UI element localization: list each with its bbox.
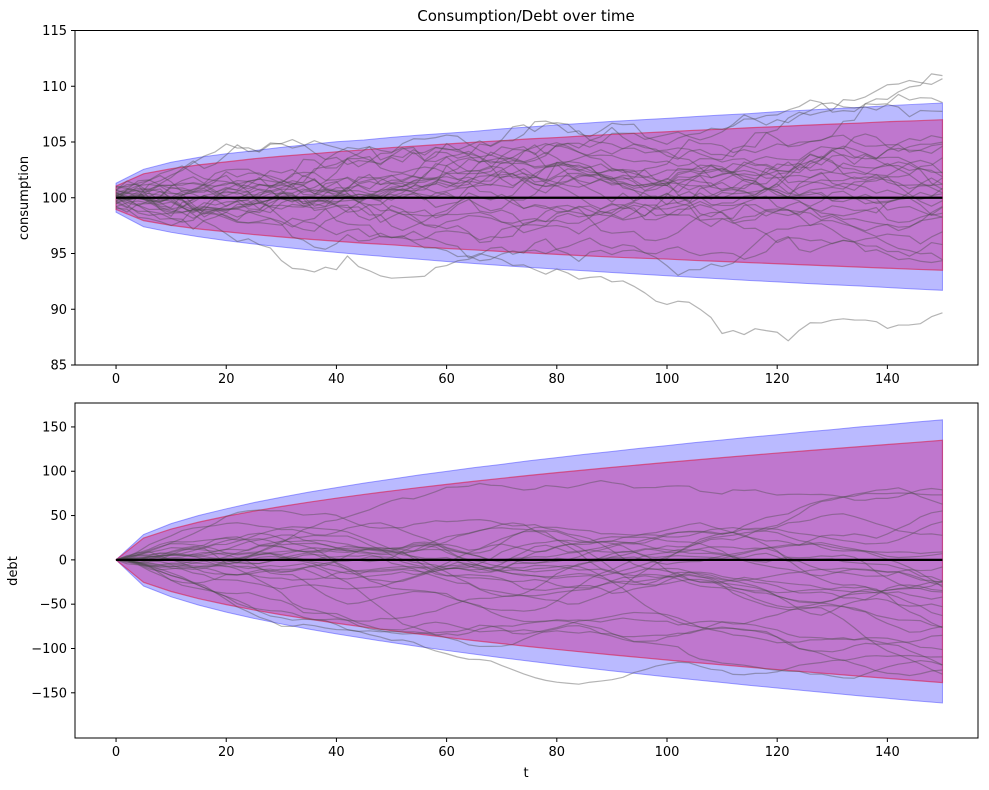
sample-path <box>115 155 943 218</box>
sample-path <box>116 544 943 584</box>
sample-path <box>116 559 943 662</box>
sample-path <box>115 162 943 230</box>
x-tick-label: 100 <box>655 372 680 387</box>
sample-path <box>116 509 943 582</box>
sample-path <box>115 138 943 209</box>
sample-path <box>116 157 943 217</box>
sample-path <box>115 171 943 217</box>
x-tick-label: 60 <box>438 745 455 760</box>
y-tick-label: 115 <box>42 24 67 39</box>
y-tick-label: 100 <box>42 191 67 206</box>
x-tick-label: 0 <box>112 372 120 387</box>
sample-path <box>115 155 943 201</box>
sample-path <box>115 126 943 202</box>
axes-spines <box>74 402 979 739</box>
x-tick-label: 60 <box>438 372 455 387</box>
y-tick-label: −50 <box>40 598 67 613</box>
sample-path <box>115 559 943 633</box>
sample-path <box>116 530 943 588</box>
sample-path <box>115 487 943 573</box>
consumption-axes: 0 20 40 60 80 100 120 140 85 90 95 100 105 110 115 <box>42 24 979 387</box>
y-tick-label: 105 <box>42 136 67 151</box>
x-tick-label: 20 <box>218 372 235 387</box>
consumption-y-axis-label: consumption <box>17 156 32 240</box>
y-tick-label: 85 <box>50 359 67 374</box>
y-tick-label: 0 <box>59 553 67 568</box>
sample-path <box>116 559 943 685</box>
sample-path <box>115 149 943 208</box>
y-tick-label: 50 <box>50 509 67 524</box>
sample-path <box>115 164 943 223</box>
sample-path <box>116 531 943 605</box>
sample-path <box>115 536 943 593</box>
sample-path <box>116 546 943 612</box>
sample-path <box>115 177 943 235</box>
sample-path <box>115 182 943 229</box>
y-tick-label: 100 <box>42 465 67 480</box>
x-tick-label: 0 <box>112 745 120 760</box>
sample-path <box>115 522 943 616</box>
sample-path <box>115 188 943 279</box>
sample-path <box>115 559 943 651</box>
sample-path <box>115 530 943 609</box>
sample-path <box>115 201 943 276</box>
sample-path <box>115 192 943 261</box>
plot-area <box>115 73 944 342</box>
sample-path <box>116 522 943 571</box>
sample-path <box>115 93 943 209</box>
y-tick-label: 95 <box>50 247 67 262</box>
x-tick-label: 80 <box>549 745 566 760</box>
sample-path <box>115 168 943 232</box>
x-tick-label: 40 <box>328 745 345 760</box>
sample-path <box>115 513 943 561</box>
sample-path <box>115 78 943 197</box>
sample-path <box>115 73 943 214</box>
sample-path <box>115 541 943 572</box>
sample-path <box>115 551 943 675</box>
y-tick-label: 110 <box>42 80 67 95</box>
sample-path <box>116 527 943 617</box>
sample-path <box>115 135 943 232</box>
x-tick-label: 100 <box>655 745 680 760</box>
sample-path <box>116 557 943 679</box>
x-axis-label: t <box>523 766 528 781</box>
y-tick-label: −100 <box>31 642 67 657</box>
sample-path <box>115 156 943 207</box>
sample-path <box>115 102 943 205</box>
sample-path <box>116 559 943 666</box>
x-tick-label: 80 <box>549 372 566 387</box>
sample-path <box>115 510 943 580</box>
y-tick-label: 150 <box>42 420 67 435</box>
sample-path <box>115 186 943 250</box>
sample-path <box>115 480 943 565</box>
sample-path <box>115 157 943 217</box>
sample-path <box>115 188 943 245</box>
debt-y-axis-label: debt <box>6 556 21 586</box>
figure-title: Consumption/Debt over time <box>417 7 634 25</box>
x-tick-label: 140 <box>875 372 900 387</box>
sample-path <box>115 556 943 645</box>
inner-quantile-band <box>115 439 944 684</box>
sample-path <box>116 532 943 604</box>
sample-path <box>115 526 943 608</box>
y-tick-label: −150 <box>31 686 67 701</box>
y-tick-label: 90 <box>50 303 67 318</box>
plot-area <box>115 419 944 704</box>
inner-quantile-band <box>115 119 944 271</box>
sample-path <box>116 521 943 576</box>
x-tick-label: 120 <box>765 745 790 760</box>
x-tick-label: 140 <box>875 745 900 760</box>
sample-path <box>115 545 943 629</box>
debt-axes: 0 20 40 60 80 100 120 140 −150 −100 −50 0 50 100 150 <box>31 402 979 760</box>
sample-path <box>116 559 943 628</box>
x-tick-label: 120 <box>765 372 790 387</box>
sample-path <box>115 492 943 564</box>
sample-path <box>115 131 943 222</box>
x-tick-label: 20 <box>218 745 235 760</box>
sample-path <box>116 146 943 203</box>
x-tick-label: 40 <box>328 372 345 387</box>
